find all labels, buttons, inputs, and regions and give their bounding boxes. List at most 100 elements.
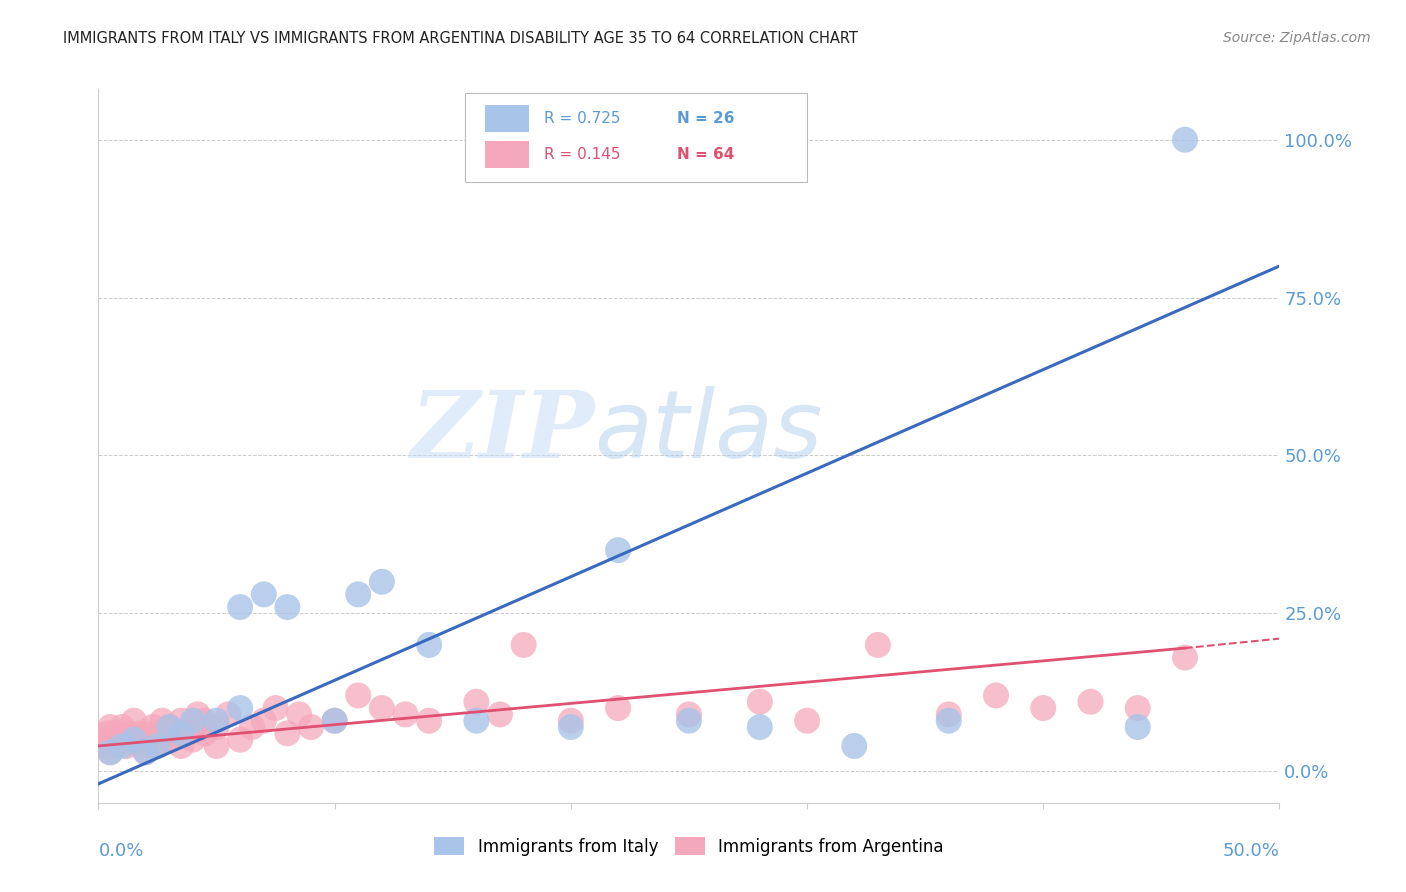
FancyBboxPatch shape — [485, 105, 530, 132]
Point — [94, 739, 117, 753]
Point — [157, 732, 180, 747]
Point — [170, 739, 193, 753]
Point — [111, 720, 134, 734]
Text: atlas: atlas — [595, 386, 823, 477]
Point — [157, 720, 180, 734]
Point — [371, 574, 394, 589]
Point — [170, 726, 193, 740]
Point — [607, 543, 630, 558]
Point — [217, 707, 239, 722]
Point — [371, 701, 394, 715]
Point — [122, 732, 145, 747]
Point — [418, 714, 440, 728]
Point — [98, 745, 121, 759]
Point — [253, 714, 276, 728]
Point — [276, 600, 298, 615]
Point — [796, 714, 818, 728]
Point — [560, 714, 582, 728]
Point — [177, 726, 200, 740]
Text: N = 26: N = 26 — [678, 111, 734, 126]
Point — [181, 732, 204, 747]
Point — [122, 732, 145, 747]
Point — [240, 720, 263, 734]
Point — [323, 714, 346, 728]
Point — [323, 714, 346, 728]
Point — [489, 707, 512, 722]
Point — [288, 707, 311, 722]
Text: Source: ZipAtlas.com: Source: ZipAtlas.com — [1223, 31, 1371, 45]
Text: IMMIGRANTS FROM ITALY VS IMMIGRANTS FROM ARGENTINA DISABILITY AGE 35 TO 64 CORRE: IMMIGRANTS FROM ITALY VS IMMIGRANTS FROM… — [63, 31, 858, 46]
Point — [104, 726, 127, 740]
Point — [560, 720, 582, 734]
Point — [844, 739, 866, 753]
Point — [678, 714, 700, 728]
Point — [465, 695, 488, 709]
Point — [111, 732, 134, 747]
Point — [91, 732, 114, 747]
Text: 0.0%: 0.0% — [98, 842, 143, 860]
Point — [748, 695, 770, 709]
Point — [299, 720, 322, 734]
Point — [157, 720, 180, 734]
Point — [129, 739, 152, 753]
FancyBboxPatch shape — [485, 141, 530, 168]
Point — [118, 726, 141, 740]
Point — [866, 638, 889, 652]
Point — [465, 714, 488, 728]
Point — [97, 726, 120, 740]
Point — [122, 714, 145, 728]
Point — [229, 732, 252, 747]
Point — [347, 587, 370, 601]
Point — [135, 745, 157, 759]
Text: N = 64: N = 64 — [678, 146, 734, 161]
Point — [146, 726, 169, 740]
Point — [276, 726, 298, 740]
Point — [1126, 720, 1149, 734]
Point — [115, 739, 138, 753]
Point — [678, 707, 700, 722]
Point — [170, 714, 193, 728]
Point — [111, 739, 134, 753]
Point — [394, 707, 416, 722]
Point — [135, 726, 157, 740]
Point — [146, 739, 169, 753]
Text: R = 0.725: R = 0.725 — [544, 111, 620, 126]
Point — [135, 745, 157, 759]
Point — [984, 689, 1007, 703]
Legend: Immigrants from Italy, Immigrants from Argentina: Immigrants from Italy, Immigrants from A… — [427, 830, 950, 863]
Point — [347, 689, 370, 703]
Point — [101, 732, 124, 747]
Text: 50.0%: 50.0% — [1223, 842, 1279, 860]
Point — [194, 726, 217, 740]
Point — [98, 720, 121, 734]
Point — [105, 739, 128, 753]
Point — [1032, 701, 1054, 715]
Point — [938, 707, 960, 722]
Point — [229, 600, 252, 615]
Point — [264, 701, 287, 715]
Point — [181, 720, 204, 734]
Point — [1126, 701, 1149, 715]
Point — [181, 714, 204, 728]
Text: ZIP: ZIP — [411, 387, 595, 476]
Point — [1080, 695, 1102, 709]
Text: R = 0.145: R = 0.145 — [544, 146, 620, 161]
Point — [253, 587, 276, 601]
Point — [748, 720, 770, 734]
Point — [205, 720, 228, 734]
Point — [194, 714, 217, 728]
Point — [150, 714, 173, 728]
Point — [1174, 650, 1197, 665]
Point — [139, 732, 162, 747]
Point — [1174, 133, 1197, 147]
Point — [163, 726, 186, 740]
Point — [205, 714, 228, 728]
Point — [205, 739, 228, 753]
Point — [229, 701, 252, 715]
Point — [142, 720, 165, 734]
Point — [418, 638, 440, 652]
Point — [187, 707, 209, 722]
Point — [146, 739, 169, 753]
FancyBboxPatch shape — [464, 93, 807, 182]
Point — [98, 745, 121, 759]
